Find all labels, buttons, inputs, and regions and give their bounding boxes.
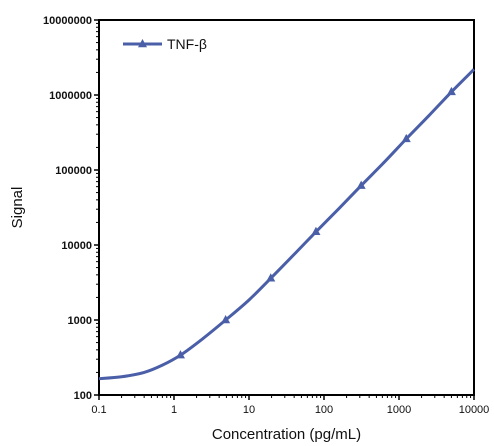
data-point-marker: [446, 86, 456, 96]
x-tick-label: 1000: [387, 404, 411, 416]
legend-label: TNF-β: [167, 36, 207, 52]
data-point-marker: [401, 133, 411, 143]
x-tick-label: 10000: [459, 404, 490, 416]
y-tick-label: 1000000: [49, 90, 92, 102]
data-point-marker: [356, 180, 366, 189]
y-axis-title: Signal: [9, 187, 26, 229]
x-tick-label: 0.1: [91, 404, 106, 416]
plot-frame: [98, 19, 475, 396]
x-tick-label: 100: [315, 404, 333, 416]
y-tick-label: 1000: [68, 315, 92, 327]
data-point-marker: [266, 273, 276, 282]
data-point-marker: [221, 315, 231, 324]
data-point-marker: [311, 226, 321, 236]
y-tick-label: 100: [74, 390, 92, 402]
y-tick-label: 100000: [55, 165, 92, 177]
legend-marker: [138, 39, 147, 48]
x-axis-title: Concentration (pg/mL): [212, 426, 361, 443]
x-tick-label: 10: [243, 404, 255, 416]
x-tick-label: 1: [171, 404, 177, 416]
y-tick-label: 10000: [61, 240, 92, 252]
series-line: [98, 68, 476, 381]
data-point-marker: [175, 350, 185, 359]
y-tick-label: 10000000: [43, 15, 92, 27]
